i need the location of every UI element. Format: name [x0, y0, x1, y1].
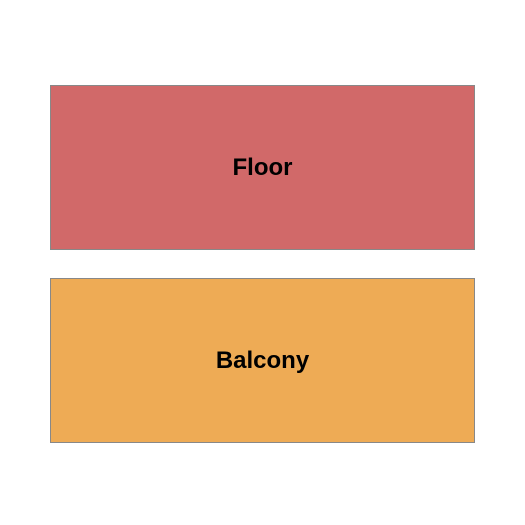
- section-balcony[interactable]: Balcony: [50, 278, 475, 443]
- section-floor[interactable]: Floor: [50, 85, 475, 250]
- seating-chart-container: Floor Balcony: [50, 85, 475, 443]
- section-label-floor: Floor: [233, 154, 293, 182]
- section-label-balcony: Balcony: [216, 347, 309, 375]
